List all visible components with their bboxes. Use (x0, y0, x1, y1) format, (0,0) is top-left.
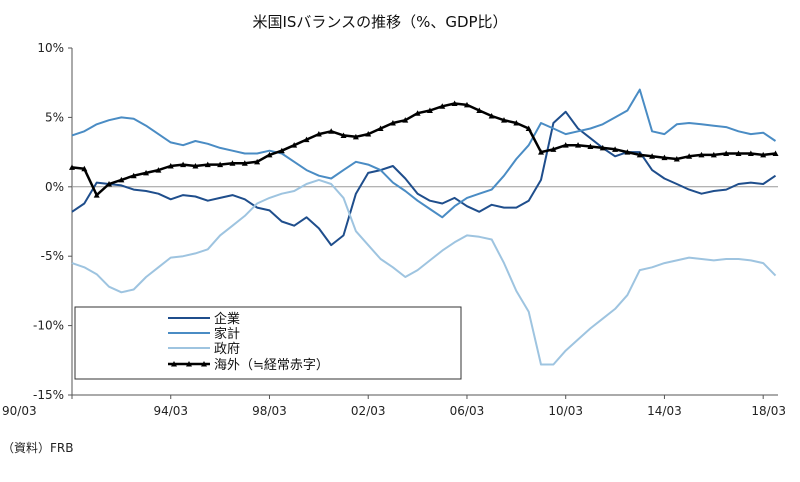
data-point-marker (303, 136, 310, 143)
data-point-marker (636, 151, 643, 158)
data-point-marker (229, 160, 236, 166)
legend-marker (186, 361, 192, 367)
data-point-marker (167, 162, 174, 169)
data-point-marker (204, 161, 211, 168)
data-point-marker (118, 176, 125, 183)
legend-marker (171, 361, 177, 367)
data-point-marker (525, 125, 532, 132)
legend-label: 企業 (214, 311, 240, 327)
x-tick-label: 02/03 (351, 404, 386, 418)
data-point-marker (723, 150, 730, 156)
data-point-marker (735, 150, 742, 156)
data-point-marker (451, 100, 458, 107)
data-point-marker (402, 117, 409, 123)
x-tick-label: 94/03 (153, 404, 188, 418)
series-line-2 (71, 178, 777, 366)
y-tick-label: -5% (41, 249, 64, 263)
data-point-marker (686, 153, 693, 159)
data-point-marker (266, 151, 273, 158)
data-point-marker (760, 151, 767, 158)
data-point-marker (414, 110, 421, 116)
data-point-marker (328, 128, 335, 134)
data-point-marker (661, 154, 668, 161)
data-point-marker (463, 101, 470, 108)
x-axis: 90/03 94/03 98/03 02/03 06/03 10/03 14/03 18/03 (2, 394, 786, 418)
data-point-marker (500, 117, 507, 123)
series-line-1 (71, 88, 777, 219)
data-point-marker (315, 131, 322, 137)
data-point-marker (538, 149, 545, 155)
legend-marker (201, 361, 207, 367)
x-tick-label: 06/03 (450, 404, 485, 418)
plot-area (69, 88, 779, 366)
data-point-marker (217, 161, 224, 168)
data-point-marker (278, 147, 285, 154)
legend-label: 政府 (214, 342, 240, 357)
y-axis: 10% 5% 0% -5% -10% -15% (33, 41, 73, 402)
data-point-marker (143, 169, 150, 176)
data-point-marker (93, 192, 100, 198)
y-tick-label: -15% (33, 388, 64, 402)
data-point-marker (562, 142, 569, 148)
data-point-marker (180, 161, 187, 168)
source-note: （資料）FRB (2, 441, 73, 455)
x-tick-label: 98/03 (252, 404, 287, 418)
x-tick-label: 18/03 (751, 404, 786, 418)
legend-label: 家計 (214, 326, 240, 342)
data-point-marker (624, 149, 631, 155)
data-point-marker (155, 167, 162, 173)
data-point-marker (476, 107, 483, 113)
data-point-marker (599, 144, 606, 151)
data-point-marker (291, 142, 298, 148)
x-tick-label: 14/03 (647, 404, 682, 418)
y-tick-label: 10% (37, 41, 64, 55)
data-point-marker (130, 172, 137, 179)
data-point-marker (365, 131, 372, 137)
data-point-marker (747, 150, 754, 156)
data-point-marker (612, 146, 619, 152)
data-point-marker (587, 143, 594, 150)
data-point-marker (575, 142, 582, 148)
series-line-0 (71, 110, 777, 247)
data-point-marker (710, 151, 717, 158)
data-point-marker (550, 146, 557, 152)
x-tick-label: 90/03 (2, 404, 37, 418)
data-point-marker (698, 151, 705, 158)
data-point-marker (69, 164, 75, 170)
chart-title: 米国ISバランスの推移（%、GDP比） (252, 13, 507, 31)
data-point-marker (352, 133, 359, 140)
data-point-marker (673, 156, 680, 162)
data-point-marker (254, 158, 261, 165)
data-point-marker (389, 119, 396, 126)
data-point-marker (106, 181, 113, 187)
data-point-marker (426, 107, 433, 113)
x-tick-label: 10/03 (548, 404, 583, 418)
data-point-marker (488, 113, 495, 119)
data-point-marker (439, 103, 446, 109)
y-tick-label: 0% (45, 180, 64, 194)
data-point-marker (513, 119, 520, 126)
legend-label: 海外（≒経常赤字） (214, 358, 329, 373)
series-line-3 (71, 102, 776, 197)
data-point-marker (340, 132, 347, 138)
data-point-marker (241, 160, 248, 166)
y-tick-label: -10% (33, 319, 64, 333)
legend-box (74, 306, 462, 380)
y-tick-label: 5% (45, 110, 64, 124)
data-point-marker (772, 150, 779, 156)
data-point-marker (377, 125, 384, 132)
data-point-marker (649, 153, 656, 159)
data-point-marker (192, 162, 199, 169)
data-point-marker (81, 165, 88, 172)
